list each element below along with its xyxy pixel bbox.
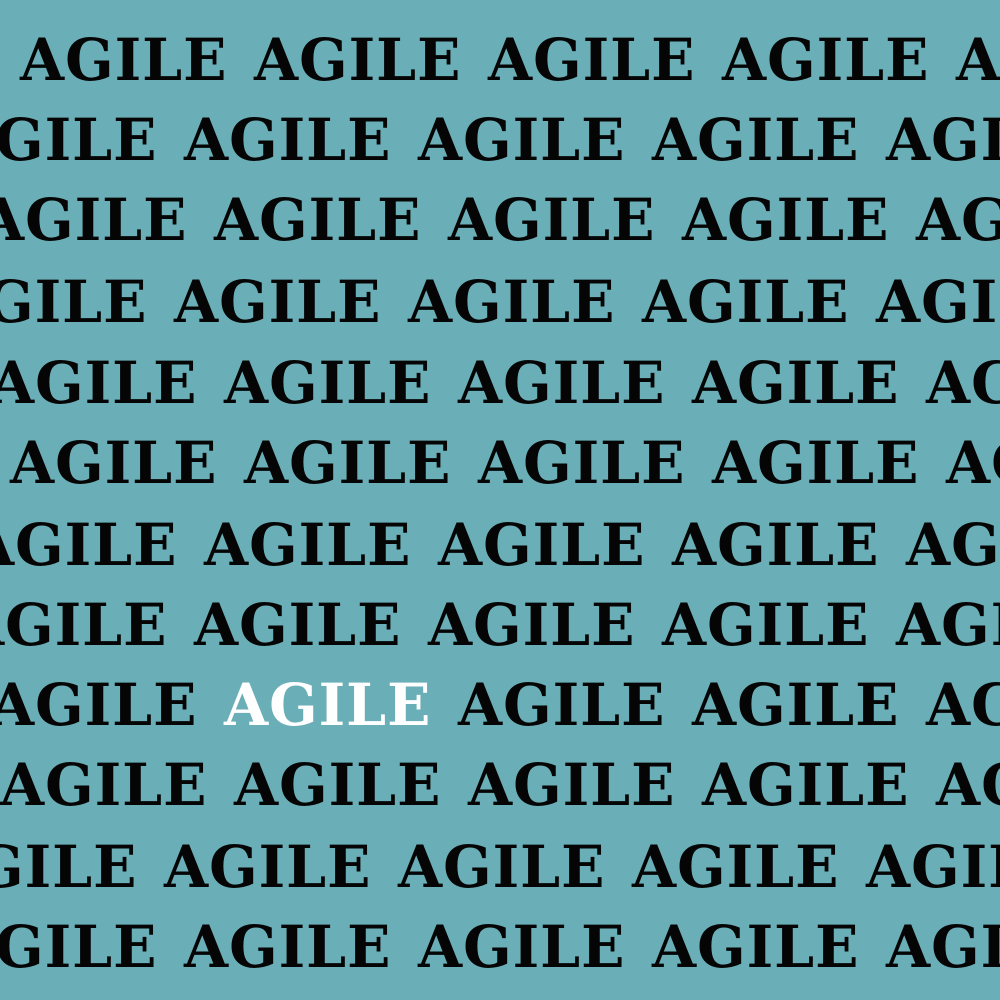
agile-word: AGILE	[866, 833, 1000, 901]
agile-word: AGILE	[936, 751, 1000, 819]
agile-word: AGILE	[946, 429, 1000, 497]
agile-word: AGILE	[906, 511, 1000, 579]
agile-word: AGILE	[174, 268, 382, 336]
agile-word: AGILE	[692, 671, 900, 739]
agile-word: AGILE	[926, 349, 1000, 417]
agile-word: AGILE	[682, 186, 890, 254]
pattern-row: AGILE AGILE AGILE AGILE AGILE	[0, 20, 1000, 100]
agile-word: AGILE	[408, 268, 616, 336]
agile-word: AGILE	[234, 751, 442, 819]
agile-word: AGILE	[194, 591, 402, 659]
pattern-row: AGILE AGILE AGILE AGILE AGILE	[0, 505, 1000, 585]
agile-word: AGILE	[926, 671, 1000, 739]
agile-word: AGILE	[0, 591, 168, 659]
agile-word: AGILE	[244, 429, 452, 497]
agile-word: AGILE	[478, 429, 686, 497]
agile-word: AGILE	[0, 671, 198, 739]
agile-word: AGILE	[652, 913, 860, 981]
pattern-row: AGILE AGILE AGILE AGILE AGILE	[0, 100, 1000, 180]
agile-word: AGILE	[254, 26, 462, 94]
agile-word: AGILE	[10, 429, 218, 497]
pattern-row: AGILE AGILE AGILE AGILE AGILE	[0, 827, 1000, 907]
agile-word: AGILE	[692, 349, 900, 417]
agile-word: AGILE	[702, 751, 910, 819]
agile-word: AGILE	[418, 913, 626, 981]
pattern-row: AGILE AGILE AGILE AGILE AGILE	[0, 180, 1000, 260]
agile-word: AGILE	[662, 591, 870, 659]
agile-word: AGILE	[204, 511, 412, 579]
agile-word: AGILE	[0, 106, 158, 174]
agile-word: AGILE	[652, 106, 860, 174]
agile-word: AGILE	[0, 751, 208, 819]
agile-word: AGILE	[642, 268, 850, 336]
agile-word: AGILE	[184, 106, 392, 174]
agile-word: AGILE	[164, 833, 372, 901]
pattern-row: AGILE AGILE AGILE AGILE AGILE	[0, 585, 1000, 665]
agile-word: AGILE	[488, 26, 696, 94]
agile-word: AGILE	[448, 186, 656, 254]
agile-word: AGILE	[458, 349, 666, 417]
agile-word: AGILE	[20, 26, 228, 94]
agile-word: AGILE	[886, 913, 1000, 981]
agile-word: AGILE	[184, 913, 392, 981]
agile-word-highlighted: AGILE	[224, 671, 432, 739]
pattern-row: AGILE AGILE AGILE AGILE AGILE	[0, 907, 1000, 987]
agile-word: AGILE	[458, 671, 666, 739]
agile-word: AGILE	[0, 349, 198, 417]
agile-word: AGILE	[632, 833, 840, 901]
agile-word: AGILE	[398, 833, 606, 901]
agile-word: AGILE	[0, 511, 178, 579]
agile-word: AGILE	[956, 26, 1000, 94]
agile-word: AGILE	[712, 429, 920, 497]
agile-word: AGILE	[876, 268, 1000, 336]
agile-word: AGILE	[722, 26, 930, 94]
agile-word: AGILE	[0, 913, 158, 981]
agile-word: AGILE	[468, 751, 676, 819]
agile-word: AGILE	[0, 833, 138, 901]
pattern-row: AGILE AGILE AGILE AGILE AGILE	[0, 423, 1000, 503]
pattern-row: AGILE AGILE AGILE AGILE AGILE	[0, 343, 1000, 423]
agile-word: AGILE	[214, 186, 422, 254]
agile-word: AGILE	[224, 349, 432, 417]
pattern-row: AGILE AGILE AGILE AGILE AGILE	[0, 262, 1000, 342]
agile-word: AGILE	[438, 511, 646, 579]
agile-word: AGILE	[0, 268, 148, 336]
agile-word: AGILE	[418, 106, 626, 174]
pattern-row: AGILE AGILE AGILE AGILE AGILE	[0, 665, 1000, 745]
agile-word: AGILE	[0, 186, 188, 254]
agile-word: AGILE	[916, 186, 1000, 254]
agile-word: AGILE	[886, 106, 1000, 174]
pattern-row: AGILE AGILE AGILE AGILE AGILE	[0, 745, 1000, 825]
agile-word: AGILE	[672, 511, 880, 579]
agile-word: AGILE	[428, 591, 636, 659]
agile-word: AGILE	[896, 591, 1000, 659]
